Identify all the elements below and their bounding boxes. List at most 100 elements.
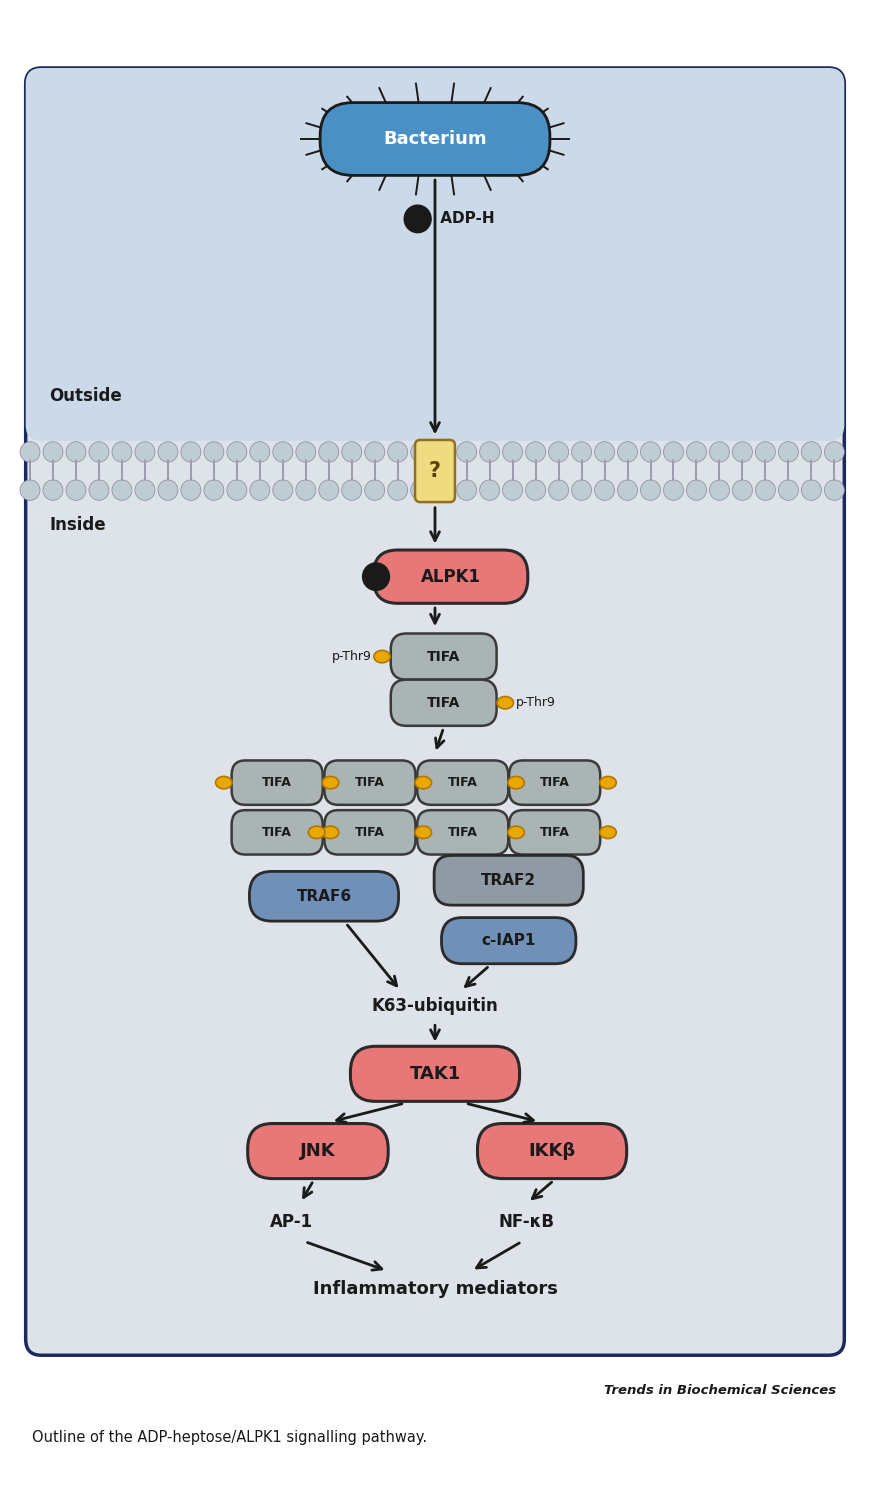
Text: AP-1: AP-1 xyxy=(270,1213,313,1231)
FancyBboxPatch shape xyxy=(373,550,527,603)
Ellipse shape xyxy=(308,826,324,839)
Circle shape xyxy=(388,479,408,500)
Circle shape xyxy=(20,479,40,500)
Circle shape xyxy=(548,479,568,500)
Circle shape xyxy=(364,442,384,463)
Text: p-Thr9: p-Thr9 xyxy=(515,696,555,709)
Circle shape xyxy=(135,442,155,463)
Circle shape xyxy=(295,442,315,463)
Ellipse shape xyxy=(599,777,615,789)
FancyBboxPatch shape xyxy=(508,810,600,854)
FancyBboxPatch shape xyxy=(390,680,496,726)
Circle shape xyxy=(364,479,384,500)
Circle shape xyxy=(249,442,269,463)
Circle shape xyxy=(342,442,362,463)
Circle shape xyxy=(404,206,431,233)
Text: ADP-H: ADP-H xyxy=(434,212,494,227)
Circle shape xyxy=(571,479,591,500)
FancyBboxPatch shape xyxy=(231,810,322,854)
Text: Inflammatory mediators: Inflammatory mediators xyxy=(312,1279,557,1297)
Circle shape xyxy=(502,479,522,500)
Circle shape xyxy=(20,442,40,463)
Text: TIFA: TIFA xyxy=(448,826,477,839)
Circle shape xyxy=(227,442,247,463)
FancyBboxPatch shape xyxy=(248,1123,388,1178)
Circle shape xyxy=(227,479,247,500)
Ellipse shape xyxy=(322,826,338,839)
Circle shape xyxy=(318,479,338,500)
FancyBboxPatch shape xyxy=(231,761,322,804)
Ellipse shape xyxy=(322,777,338,789)
Text: c-IAP1: c-IAP1 xyxy=(481,933,535,948)
Text: Outline of the ADP-heptose/ALPK1 signalling pathway.: Outline of the ADP-heptose/ALPK1 signall… xyxy=(31,1430,427,1445)
Circle shape xyxy=(89,442,109,463)
Circle shape xyxy=(203,479,223,500)
Circle shape xyxy=(708,479,728,500)
Text: IKKβ: IKKβ xyxy=(527,1142,575,1160)
Circle shape xyxy=(89,479,109,500)
FancyBboxPatch shape xyxy=(249,871,398,921)
Circle shape xyxy=(203,442,223,463)
Text: NF-κB: NF-κB xyxy=(497,1213,554,1231)
Circle shape xyxy=(112,442,132,463)
Circle shape xyxy=(158,442,177,463)
Circle shape xyxy=(249,479,269,500)
Circle shape xyxy=(456,479,476,500)
FancyBboxPatch shape xyxy=(390,634,496,680)
Circle shape xyxy=(434,442,453,463)
Circle shape xyxy=(362,562,389,590)
Circle shape xyxy=(43,479,63,500)
Circle shape xyxy=(824,442,843,463)
Circle shape xyxy=(778,479,798,500)
FancyBboxPatch shape xyxy=(324,761,415,804)
Text: p-Thr9: p-Thr9 xyxy=(331,650,371,664)
Text: ?: ? xyxy=(428,461,441,481)
Circle shape xyxy=(273,479,293,500)
Text: TIFA: TIFA xyxy=(448,776,477,789)
Circle shape xyxy=(181,442,201,463)
Circle shape xyxy=(434,479,453,500)
Circle shape xyxy=(663,442,683,463)
Circle shape xyxy=(388,442,408,463)
Circle shape xyxy=(112,479,132,500)
Circle shape xyxy=(548,442,568,463)
Circle shape xyxy=(318,442,338,463)
FancyBboxPatch shape xyxy=(434,856,582,906)
FancyBboxPatch shape xyxy=(477,1123,626,1178)
Text: TIFA: TIFA xyxy=(262,776,292,789)
Ellipse shape xyxy=(507,826,524,839)
Circle shape xyxy=(754,479,774,500)
Circle shape xyxy=(410,442,430,463)
Ellipse shape xyxy=(507,777,524,789)
Circle shape xyxy=(617,442,637,463)
Circle shape xyxy=(525,442,545,463)
Circle shape xyxy=(732,479,752,500)
FancyBboxPatch shape xyxy=(508,761,600,804)
Circle shape xyxy=(342,479,362,500)
Text: TIFA: TIFA xyxy=(539,776,569,789)
Circle shape xyxy=(617,479,637,500)
Text: TIFA: TIFA xyxy=(262,826,292,839)
Text: Trends in Biochemical Sciences: Trends in Biochemical Sciences xyxy=(603,1385,835,1397)
Ellipse shape xyxy=(496,697,513,709)
Text: Bacterium: Bacterium xyxy=(382,130,487,148)
Circle shape xyxy=(273,442,293,463)
Circle shape xyxy=(456,442,476,463)
Ellipse shape xyxy=(216,777,232,789)
Circle shape xyxy=(800,479,820,500)
FancyBboxPatch shape xyxy=(417,761,507,804)
Circle shape xyxy=(158,479,177,500)
Circle shape xyxy=(410,479,430,500)
Ellipse shape xyxy=(415,826,431,839)
Text: TIFA: TIFA xyxy=(427,696,460,709)
FancyBboxPatch shape xyxy=(417,810,507,854)
Text: TAK1: TAK1 xyxy=(409,1064,460,1083)
Circle shape xyxy=(295,479,315,500)
Text: TRAF6: TRAF6 xyxy=(296,889,351,904)
FancyBboxPatch shape xyxy=(26,68,843,442)
Circle shape xyxy=(181,479,201,500)
FancyBboxPatch shape xyxy=(26,68,843,1355)
Text: K63-ubiquitin: K63-ubiquitin xyxy=(371,998,498,1016)
Ellipse shape xyxy=(599,826,615,839)
Text: TIFA: TIFA xyxy=(427,650,460,664)
